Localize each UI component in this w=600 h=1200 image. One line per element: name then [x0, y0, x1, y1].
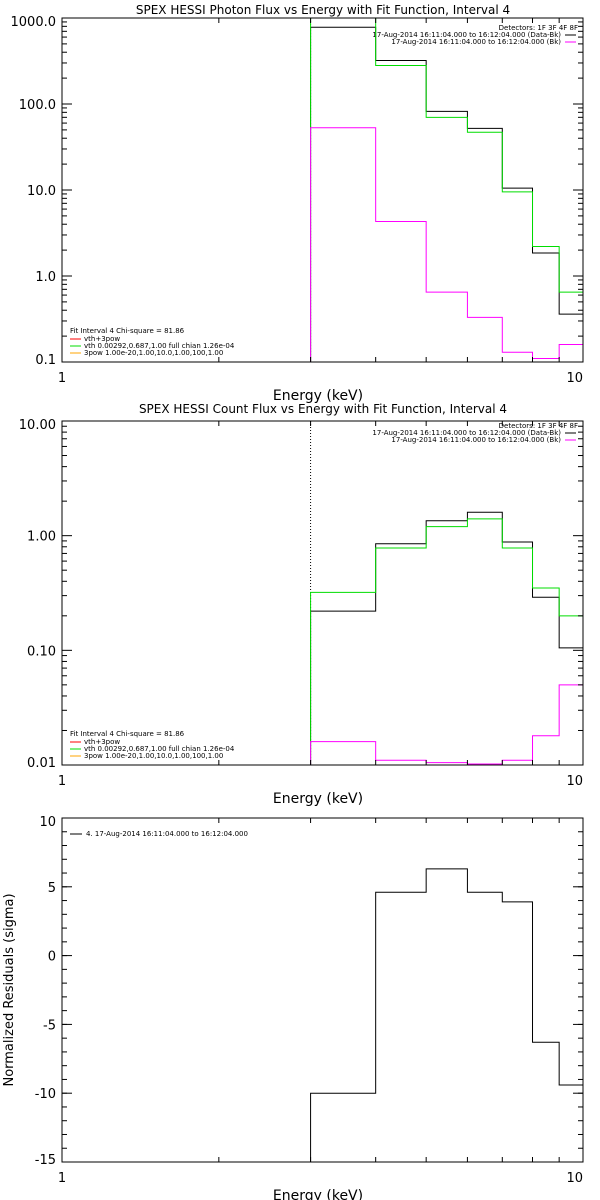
x-tick-label: 1	[58, 371, 66, 386]
x-tick-label: 10	[566, 371, 583, 386]
legend-entry: 4. 17-Aug-2014 16:11:04.000 to 16:12:04.…	[86, 830, 248, 838]
y-tick-label: 1.00	[27, 530, 56, 545]
y-tick-label: -15	[35, 1153, 56, 1168]
y-tick-label: 1000.0	[11, 15, 57, 30]
x-tick-label: 1	[58, 774, 66, 789]
legend-fit-entry-3: 3pow 1.00e-20,1.00,10.0,1.00,100,1.00	[84, 752, 223, 760]
y-tick-label: -10	[35, 1087, 56, 1102]
plot-frame	[61, 17, 584, 363]
legend-fit-entry-1: vth+3pow	[84, 335, 120, 343]
legend-residuals: 4. 17-Aug-2014 16:11:04.000 to 16:12:04.…	[70, 830, 248, 838]
legend-fit: Fit Interval 4 Chi-square = 81.86 vth+3p…	[70, 327, 235, 357]
panel-photon-flux: SPEX HESSI Photon Flux vs Energy with Fi…	[11, 3, 584, 404]
panel-count-flux: SPEX HESSI Count Flux vs Energy with Fit…	[19, 402, 584, 807]
plot-frame	[61, 420, 584, 766]
series-step-line-0	[310, 26, 583, 362]
y-tick-label: 1.0	[35, 270, 56, 285]
x-axis-label: Energy (keV)	[273, 1188, 363, 1200]
x-axis-label: Energy (keV)	[273, 791, 363, 807]
series-step-line-2	[310, 127, 583, 362]
legend-fit: Fit Interval 4 Chi-square = 81.86 vth+3p…	[70, 730, 235, 760]
y-tick-label: -5	[43, 1018, 56, 1033]
series-step-line-2	[310, 684, 583, 765]
legend-entry-data-bk: 17-Aug-2014 16:11:04.000 to 16:12:04.000…	[372, 429, 561, 437]
series-step-line-0	[310, 511, 583, 765]
x-axis-label: Energy (keV)	[273, 388, 363, 404]
legend-fit-header: Fit Interval 4 Chi-square = 81.86	[70, 327, 185, 335]
x-tick-label: 10	[566, 774, 583, 789]
y-tick-label: 100.0	[19, 98, 56, 113]
chart-title: SPEX HESSI Count Flux vs Energy with Fit…	[139, 402, 507, 416]
y-tick-label: 0	[48, 950, 56, 965]
x-tick-label: 10	[566, 1171, 583, 1186]
series-step-line-0	[310, 868, 583, 1162]
legend-fit-header: Fit Interval 4 Chi-square = 81.86	[70, 730, 185, 738]
y-tick-label: 5	[48, 881, 56, 896]
series-step-line-1	[310, 518, 583, 765]
panel-residuals: Energy (keV) Normalized Residuals (sigma…	[2, 815, 584, 1200]
legend-fit-entry-1: vth+3pow	[84, 738, 120, 746]
chart-title: SPEX HESSI Photon Flux vs Energy with Fi…	[136, 3, 510, 17]
legend-entry-bk: 17-Aug-2014 16:11:04.000 to 16:12:04.000…	[391, 38, 561, 46]
legend-fit-entry-2: vth 0.00292,0.687,1.00 full chian 1.26e-…	[84, 342, 235, 350]
legend-detectors: Detectors: 1F 3F 4F 8F 17-Aug-2014 16:11…	[372, 24, 578, 46]
y-tick-label: 0.01	[27, 756, 56, 771]
legend-entry-bk: 17-Aug-2014 16:11:04.000 to 16:12:04.000…	[391, 436, 561, 444]
legend-detectors: Detectors: 1F 3F 4F 8F 17-Aug-2014 16:11…	[372, 422, 578, 444]
y-axis-label: Normalized Residuals (sigma)	[2, 893, 17, 1086]
y-tick-label: 0.10	[27, 644, 56, 659]
legend-entry-data-bk: 17-Aug-2014 16:11:04.000 to 16:12:04.000…	[372, 31, 561, 39]
legend-header: Detectors: 1F 3F 4F 8F	[499, 24, 578, 32]
y-tick-label: 10	[39, 815, 56, 830]
series-step-line-1	[310, 17, 583, 362]
x-tick-label: 1	[58, 1171, 66, 1186]
y-tick-label: 10.00	[19, 418, 56, 433]
plot-frame	[61, 817, 584, 1163]
legend-fit-entry-2: vth 0.00292,0.687,1.00 full chian 1.26e-…	[84, 745, 235, 753]
legend-fit-entry-3: 3pow 1.00e-20,1.00,10.0,1.00,100,1.00	[84, 349, 223, 357]
legend-header: Detectors: 1F 3F 4F 8F	[499, 422, 578, 430]
y-tick-label: 10.0	[27, 184, 56, 199]
y-tick-label: 0.1	[35, 353, 56, 368]
